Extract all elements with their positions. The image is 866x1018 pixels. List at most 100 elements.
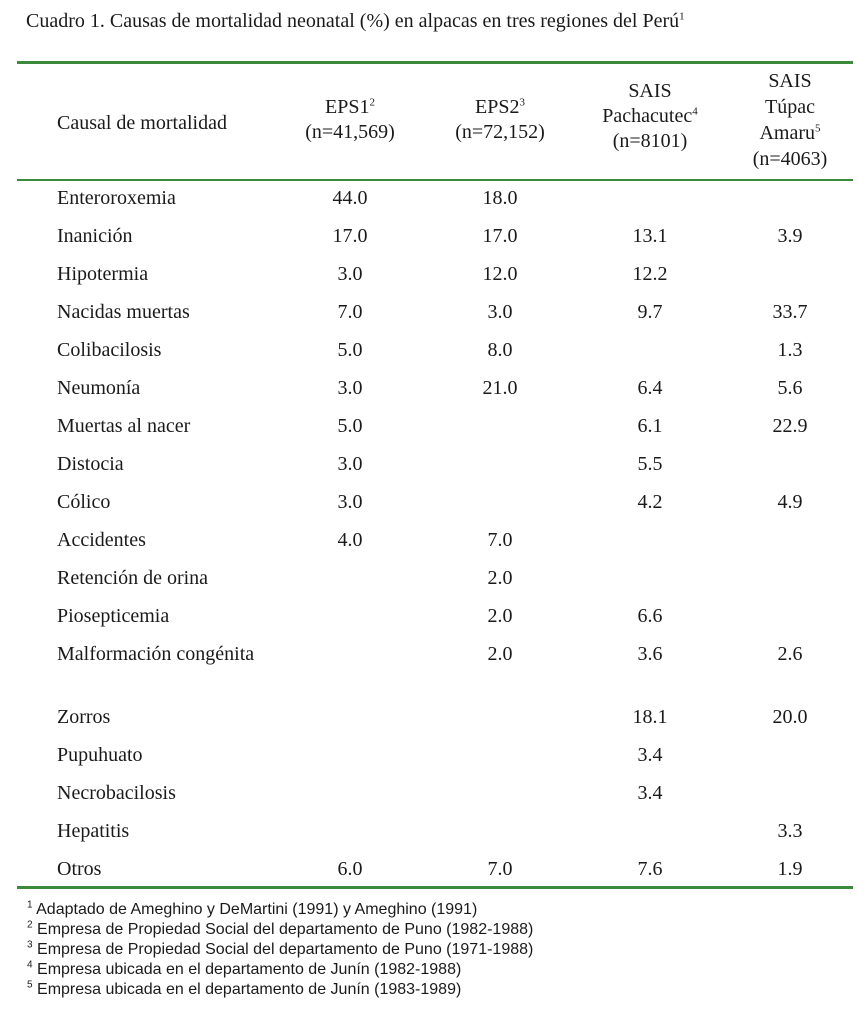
table-row: Hepatitis 3.3 [0, 815, 866, 853]
header-tupac-footnote-mark: 5 [815, 122, 821, 135]
cause-cell: Malformación congénita [57, 643, 255, 665]
header-eps2-name: EPS2 [475, 96, 520, 118]
header-eps1-footnote-mark: 2 [369, 96, 375, 109]
footnote-mark: 2 [27, 919, 33, 931]
cause-cell: Muertas al nacer [57, 415, 191, 437]
pachacutec-value-cell: 3.6 [637, 643, 663, 665]
header-sais-pachacutec: SAIS Pachacutec4 (n=8101) [580, 79, 720, 154]
table-row: Necrobacilosis 3.4 [0, 777, 866, 815]
header-pachacutec-line2: Pachacutec [602, 105, 693, 127]
cause-cell: Hipotermia [57, 263, 149, 285]
eps2-value-cell: 2.0 [487, 605, 513, 627]
footnote-mark: 4 [27, 959, 33, 971]
cause-cell: Enteroroxemia [57, 187, 176, 209]
pachacutec-value-cell: 9.7 [637, 301, 663, 323]
header-tupac-line2: Túpac [765, 96, 815, 118]
cause-cell: Colibacilosis [57, 339, 162, 361]
header-eps2-n: (n=72,152) [455, 121, 545, 143]
eps1-value-cell: 3.0 [337, 377, 363, 399]
eps1-value-cell: 7.0 [337, 301, 363, 323]
table-row: Piosepticemia 2.0 6.6 [0, 600, 866, 638]
footnotes: 1 Adaptado de Ameghino y DeMartini (1991… [27, 900, 847, 1000]
table-title-footnote-mark: 1 [679, 10, 685, 23]
header-pachacutec-n: (n=8101) [612, 130, 688, 152]
tupac-value-cell: 22.9 [772, 415, 808, 437]
eps1-value-cell: 4.0 [337, 529, 363, 551]
pachacutec-value-cell: 12.2 [632, 263, 668, 285]
cause-cell: Accidentes [57, 529, 146, 551]
cause-cell: Distocia [57, 453, 124, 475]
eps2-value-cell: 3.0 [487, 301, 513, 323]
cause-cell: Neumonía [57, 377, 141, 399]
footnote-text: Empresa de Propiedad Social del departam… [37, 941, 534, 958]
header-tupac-line1: SAIS [768, 70, 812, 92]
cause-cell: Necrobacilosis [57, 782, 176, 804]
eps1-value-cell: 3.0 [337, 453, 363, 475]
tupac-value-cell: 1.3 [777, 339, 803, 361]
table-row: Enteroroxemia 44.0 18.0 [0, 182, 866, 220]
footnote-mark: 1 [27, 899, 33, 911]
cause-cell: Nacidas muertas [57, 301, 190, 323]
pachacutec-value-cell: 5.5 [637, 453, 663, 475]
table-row: Nacidas muertas 7.0 3.0 9.7 33.7 [0, 296, 866, 334]
pachacutec-value-cell: 6.6 [637, 605, 663, 627]
footnote: 2 Empresa de Propiedad Social del depart… [27, 920, 847, 940]
table-row: Neumonía 3.0 21.0 6.4 5.6 [0, 372, 866, 410]
pachacutec-value-cell: 7.6 [637, 858, 663, 880]
eps2-value-cell: 12.0 [482, 263, 518, 285]
table-row: Colibacilosis 5.0 8.0 1.3 [0, 334, 866, 372]
tupac-value-cell: 33.7 [772, 301, 808, 323]
tupac-value-cell: 2.6 [777, 643, 803, 665]
pachacutec-value-cell: 3.4 [637, 782, 663, 804]
table-bottom-rule [17, 886, 853, 889]
header-tupac-line3: Amaru [759, 122, 816, 144]
cause-cell: Retención de orina [57, 567, 209, 589]
footnote: 1 Adaptado de Ameghino y DeMartini (1991… [27, 900, 847, 920]
header-pachacutec-footnote-mark: 4 [692, 105, 698, 118]
table-row: Hipotermia 3.0 12.0 12.2 [0, 258, 866, 296]
footnote-mark: 5 [27, 979, 33, 991]
eps1-value-cell: 3.0 [337, 491, 363, 513]
footnote-mark: 3 [27, 939, 33, 951]
header-eps2-footnote-mark: 3 [519, 96, 525, 109]
cause-cell: Hepatitis [57, 820, 130, 842]
pachacutec-value-cell: 6.1 [637, 415, 663, 437]
table-title-text: Cuadro 1. Causas de mortalidad neonatal … [26, 10, 680, 32]
eps2-value-cell: 21.0 [482, 377, 518, 399]
cause-cell: Piosepticemia [57, 605, 170, 627]
eps1-value-cell: 6.0 [337, 858, 363, 880]
table-title: Cuadro 1. Causas de mortalidad neonatal … [26, 8, 685, 34]
eps1-value-cell: 5.0 [337, 415, 363, 437]
tupac-value-cell: 20.0 [772, 706, 808, 728]
eps1-value-cell: 3.0 [337, 263, 363, 285]
footnote-text: Empresa ubicada en el departamento de Ju… [37, 961, 462, 978]
table-top-rule [17, 61, 853, 64]
header-pachacutec-line1: SAIS [628, 80, 672, 102]
header-sais-tupac-amaru: SAIS Túpac Amaru5 (n=4063) [722, 68, 858, 172]
tupac-value-cell: 5.6 [777, 377, 803, 399]
header-tupac-n: (n=4063) [752, 148, 828, 170]
eps1-value-cell: 44.0 [332, 187, 368, 209]
cause-cell: Inanición [57, 225, 133, 247]
cause-cell: Cólico [57, 491, 111, 513]
table-header-rule [17, 179, 853, 181]
eps2-value-cell: 7.0 [487, 858, 513, 880]
pachacutec-value-cell: 13.1 [632, 225, 668, 247]
table-row: Inanición 17.0 17.0 13.1 3.9 [0, 220, 866, 258]
header-eps1-name: EPS1 [325, 96, 370, 118]
header-eps1: EPS12 (n=41,569) [280, 95, 420, 145]
footnote: 5 Empresa ubicada en el departamento de … [27, 980, 847, 1000]
tupac-value-cell: 3.3 [777, 820, 803, 842]
pachacutec-value-cell: 6.4 [637, 377, 663, 399]
table-row: Zorros 18.1 20.0 [0, 701, 866, 739]
header-eps1-n: (n=41,569) [305, 121, 395, 143]
header-eps2: EPS23 (n=72,152) [430, 95, 570, 145]
cause-cell: Otros [57, 858, 102, 880]
pachacutec-value-cell: 3.4 [637, 744, 663, 766]
table-body: Enteroroxemia 44.0 18.0 Inanición 17.0 17.0 13… [0, 182, 866, 891]
tupac-value-cell: 3.9 [777, 225, 803, 247]
cause-cell: Pupuhuato [57, 744, 143, 766]
table-row: Cólico 3.0 4.2 4.9 [0, 486, 866, 524]
table-row: Accidentes 4.0 7.0 [0, 524, 866, 562]
pachacutec-value-cell: 18.1 [632, 706, 668, 728]
